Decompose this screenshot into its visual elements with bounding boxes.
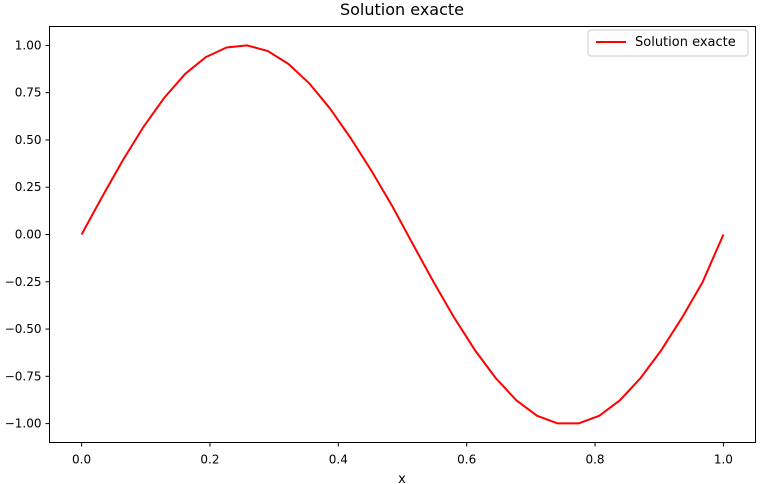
x-axis-ticks: 0.0 0.2 0.4 0.6 0.8 1.0	[72, 442, 733, 467]
series-layer	[80, 44, 725, 425]
y-tick-label: 0.75	[15, 86, 42, 100]
x-tick-label: 1.0	[714, 453, 733, 467]
y-tick-label: 1.00	[15, 38, 42, 52]
y-tick-label: 0.50	[15, 133, 42, 147]
legend: Solution exacte	[587, 29, 749, 57]
x-tick-label: 0.4	[329, 453, 348, 467]
y-tick-label: −1.00	[5, 417, 42, 431]
x-tick-label: 0.0	[72, 453, 91, 467]
x-tick-label: 0.6	[457, 453, 476, 467]
y-tick-label: 0.00	[15, 228, 42, 242]
plot-area	[49, 26, 756, 443]
x-axis-label: x	[398, 472, 406, 484]
y-axis-ticks: −1.00 −0.75 −0.50 −0.25 0.00 0.25 0.50 0.75 1.00	[5, 38, 50, 431]
legend-box	[587, 29, 749, 57]
legend-label: Solution exacte	[635, 35, 736, 50]
y-tick-label: −0.50	[5, 322, 42, 336]
series-line	[80, 44, 725, 425]
chart-title: Solution exacte	[340, 0, 464, 19]
plot-frame	[49, 26, 756, 443]
x-tick-label: 0.8	[585, 453, 604, 467]
y-tick-label: 0.25	[15, 180, 42, 194]
y-tick-label: −0.25	[5, 275, 42, 289]
x-tick-label: 0.2	[200, 453, 219, 467]
y-tick-label: −0.75	[5, 369, 42, 383]
